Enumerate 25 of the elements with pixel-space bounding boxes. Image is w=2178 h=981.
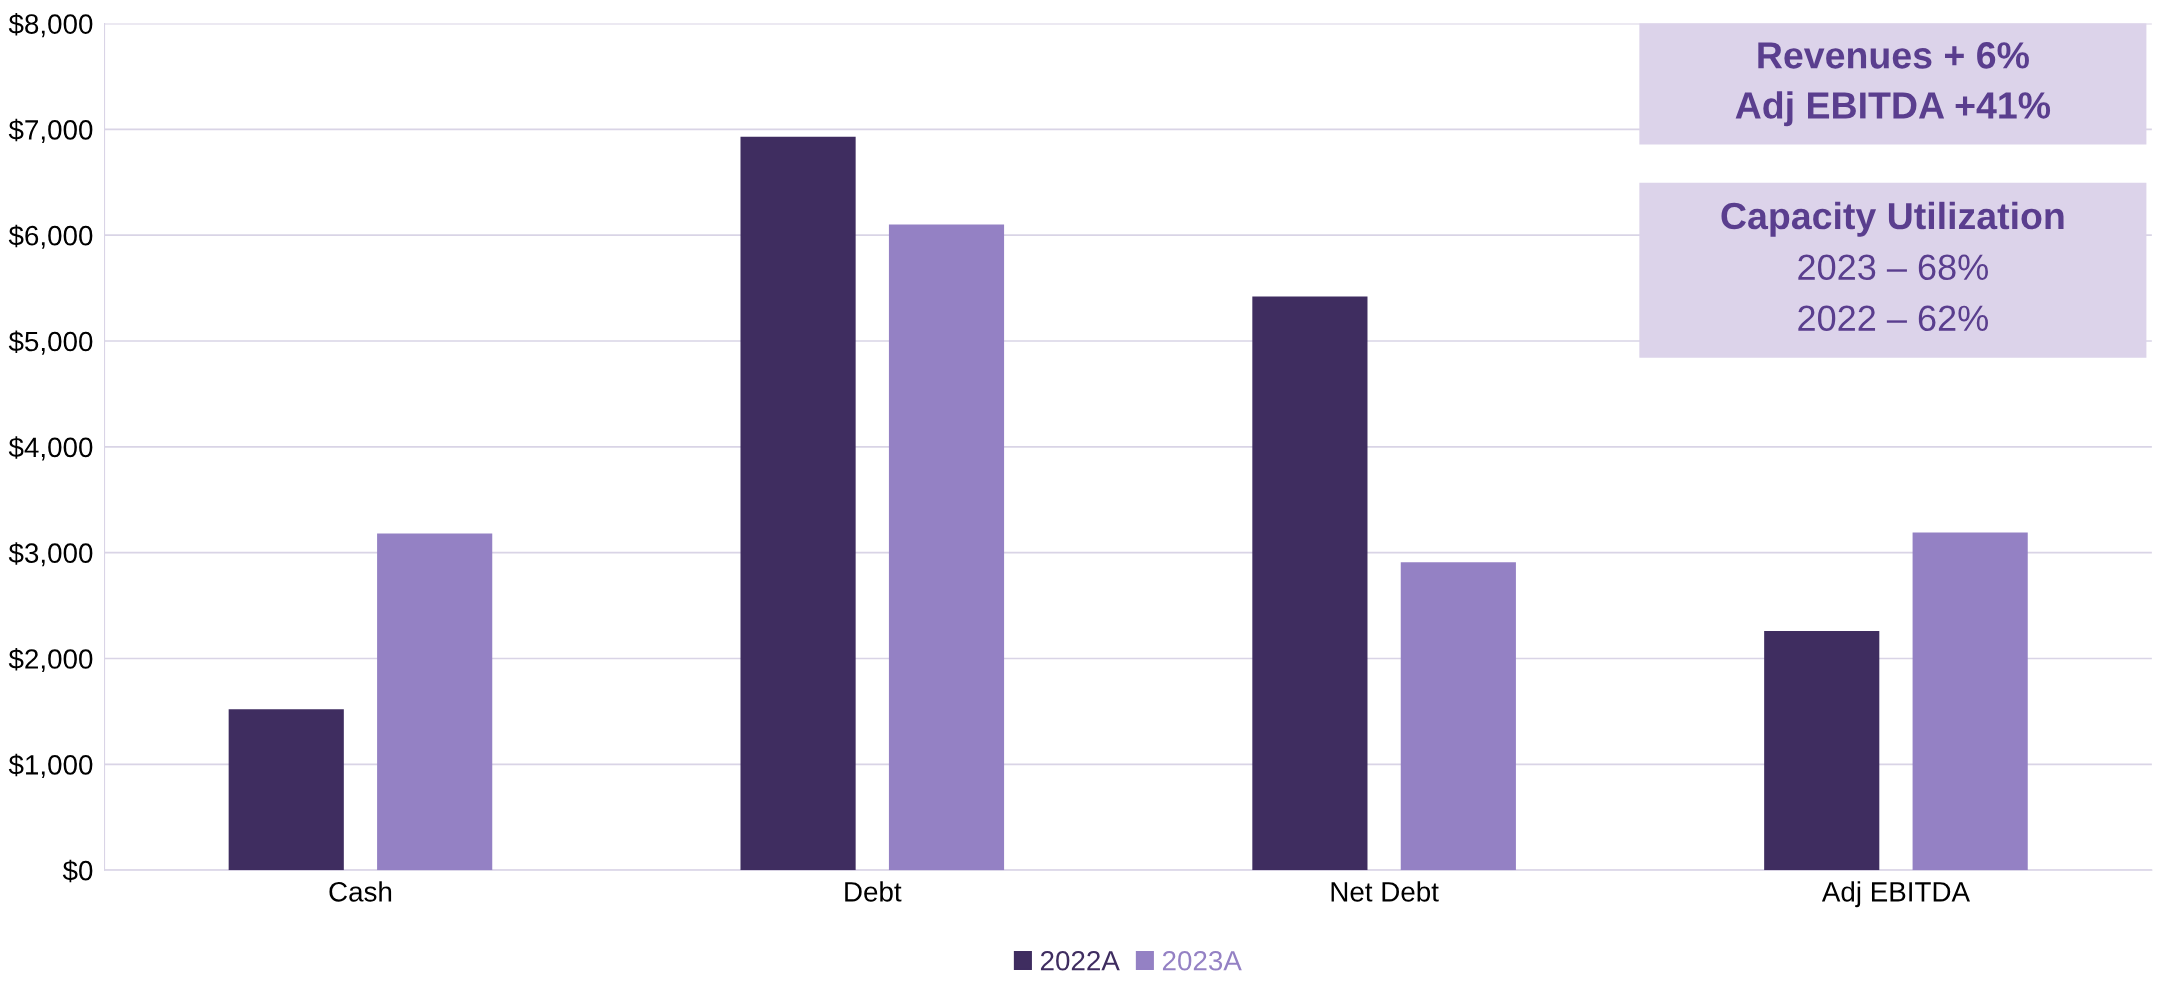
x-tick-label: Adj EBITDA	[1821, 881, 1970, 908]
bar	[1764, 630, 1880, 871]
bar	[228, 709, 344, 871]
bar	[740, 136, 856, 871]
y-tick-label: $1,000	[8, 753, 93, 778]
bar	[377, 533, 493, 871]
x-tick-label: Net Debt	[1331, 881, 1439, 902]
y-tick-label: $4,000	[8, 436, 93, 461]
y-tick-label: $5,000	[8, 330, 93, 355]
y-tick-label: $0	[62, 859, 93, 883]
legend-label: 2023A	[1162, 950, 1242, 971]
legend-label: 2022A	[1040, 950, 1120, 971]
x-tick-label: Debt	[845, 881, 902, 902]
y-tick-label: $8,000	[8, 13, 93, 38]
bar	[1400, 562, 1516, 871]
bar	[888, 224, 1005, 871]
y-tick-label: $7,000	[8, 118, 93, 143]
annotation: Revenues + 6% Adj EBITDA +41%	[1735, 42, 2051, 127]
x-tick-label: Cash	[329, 881, 392, 902]
y-tick-label: $3,000	[8, 542, 93, 567]
y-tick-label: $6,000	[8, 224, 93, 249]
y-tick-label: $2,000	[8, 648, 93, 673]
bar	[1912, 532, 2028, 871]
annotation: Capacity Utilization 2023 – 68% 2022 – 62%	[1721, 201, 2064, 332]
bar	[1252, 296, 1368, 871]
